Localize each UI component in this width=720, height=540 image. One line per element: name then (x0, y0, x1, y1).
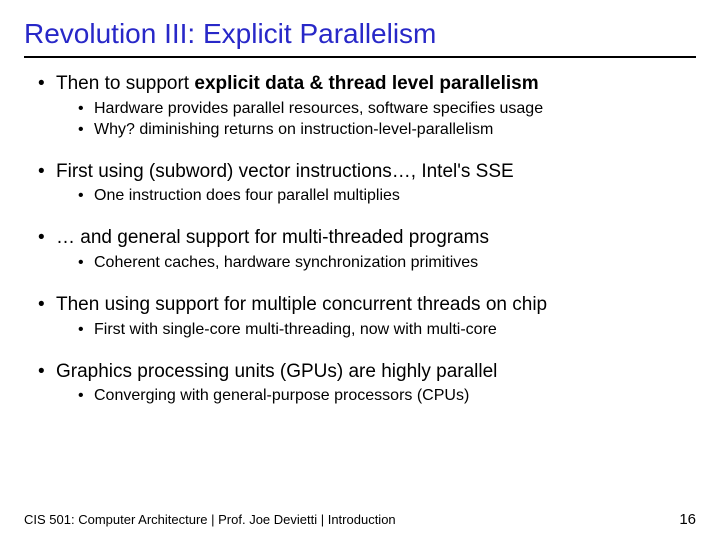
sub-item: Coherent caches, hardware synchronizatio… (78, 253, 696, 273)
sub-item: First with single-core multi-threading, … (78, 320, 696, 340)
sub-list: Converging with general-purpose processo… (38, 386, 696, 406)
sub-item: One instruction does four parallel multi… (78, 186, 696, 206)
sub-list: One instruction does four parallel multi… (38, 186, 696, 206)
page-number: 16 (679, 511, 696, 528)
bullet-main: First using (subword) vector instruction… (38, 160, 696, 185)
bullet-text-bold: explicit data & thread level parallelism (194, 73, 538, 94)
list-item: Graphics processing units (GPUs) are hig… (38, 360, 696, 407)
list-item: First using (subword) vector instruction… (38, 160, 696, 207)
slide-title: Revolution III: Explicit Parallelism (24, 18, 696, 58)
sub-item: Hardware provides parallel resources, so… (78, 99, 696, 119)
slide-footer: CIS 501: Computer Architecture | Prof. J… (24, 511, 696, 528)
bullet-text-pre: First using (subword) vector instruction… (56, 161, 514, 182)
bullet-main: … and general support for multi-threaded… (38, 226, 696, 251)
sub-item: Converging with general-purpose processo… (78, 386, 696, 406)
bullet-text-pre: Then to support (56, 73, 194, 94)
list-item: Then to support explicit data & thread l… (38, 72, 696, 140)
bullet-text-pre: … and general support for multi-threaded… (56, 227, 489, 248)
footer-text: CIS 501: Computer Architecture | Prof. J… (24, 512, 396, 527)
list-item: … and general support for multi-threaded… (38, 226, 696, 273)
list-item: Then using support for multiple concurre… (38, 293, 696, 340)
sub-list: Hardware provides parallel resources, so… (38, 99, 696, 140)
bullet-text-pre: Then using support for multiple concurre… (56, 294, 547, 315)
bullet-text-pre: Graphics processing units (GPUs) are hig… (56, 361, 497, 382)
sub-item: Why? diminishing returns on instruction-… (78, 120, 696, 140)
bullet-main: Then to support explicit data & thread l… (38, 72, 696, 97)
bullet-main: Then using support for multiple concurre… (38, 293, 696, 318)
sub-list: Coherent caches, hardware synchronizatio… (38, 253, 696, 273)
sub-list: First with single-core multi-threading, … (38, 320, 696, 340)
bullet-main: Graphics processing units (GPUs) are hig… (38, 360, 696, 385)
bullet-list: Then to support explicit data & thread l… (24, 72, 696, 406)
